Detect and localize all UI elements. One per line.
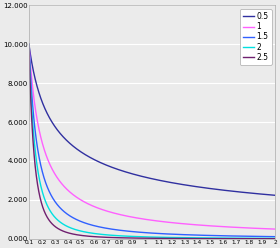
2 (147, 236, 150, 239)
1.5 (267, 235, 270, 238)
2 (27, 43, 31, 46)
2 (266, 237, 270, 240)
1.5 (27, 43, 31, 46)
1.5 (40, 167, 43, 170)
1 (267, 227, 270, 230)
2.5 (147, 237, 150, 240)
1 (27, 43, 31, 46)
1.5 (147, 231, 150, 234)
Line: 1.5: 1.5 (29, 44, 275, 237)
0.5 (40, 99, 43, 102)
0.5 (147, 177, 150, 180)
0.5 (267, 193, 270, 196)
2 (141, 235, 144, 238)
Line: 0.5: 0.5 (29, 44, 275, 195)
1.5 (221, 234, 225, 237)
1 (221, 225, 225, 228)
2.5 (40, 202, 43, 205)
2.5 (274, 237, 277, 240)
Legend: 0.5, 1, 1.5, 2, 2.5: 0.5, 1, 1.5, 2, 2.5 (240, 9, 272, 65)
1 (147, 218, 150, 221)
2.5 (27, 43, 31, 46)
0.5 (274, 194, 277, 197)
2.5 (221, 237, 225, 240)
Line: 2: 2 (29, 44, 275, 238)
1 (40, 139, 43, 142)
1 (266, 227, 270, 230)
1 (141, 217, 144, 220)
2 (267, 237, 270, 240)
0.5 (141, 175, 144, 178)
1.5 (141, 231, 144, 234)
1.5 (266, 235, 270, 238)
Line: 1: 1 (29, 44, 275, 229)
2 (40, 187, 43, 190)
2 (274, 237, 277, 240)
0.5 (266, 193, 270, 196)
1 (274, 228, 277, 231)
2.5 (267, 237, 270, 240)
0.5 (221, 189, 225, 192)
1.5 (274, 235, 277, 238)
2.5 (266, 237, 270, 240)
2 (221, 237, 225, 240)
Line: 2.5: 2.5 (29, 44, 275, 239)
2.5 (141, 237, 144, 240)
0.5 (27, 43, 31, 46)
